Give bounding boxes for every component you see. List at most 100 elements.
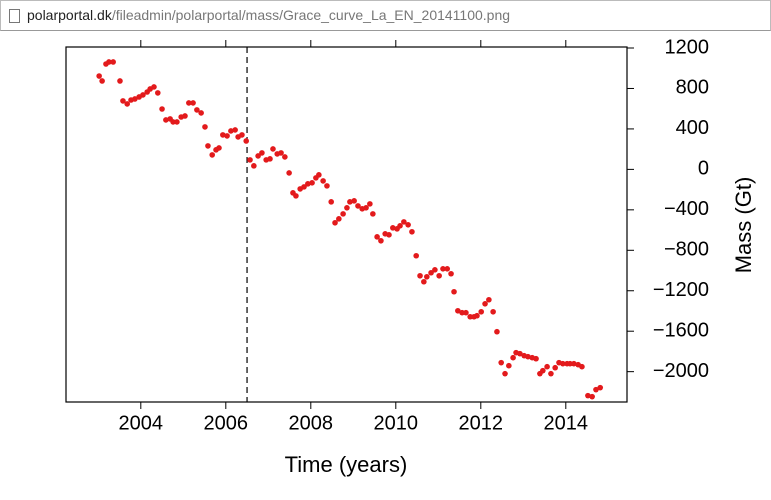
- data-point: [243, 138, 249, 144]
- data-point: [340, 211, 346, 217]
- data-point: [486, 296, 492, 303]
- x-tick-label: 2008: [289, 412, 334, 434]
- data-point: [363, 205, 369, 211]
- address-bar[interactable]: polarportal.dk/fileadmin/polarportal/mas…: [0, 0, 771, 31]
- data-point: [140, 92, 146, 98]
- data-point: [232, 127, 238, 133]
- data-point: [478, 308, 485, 315]
- data-point: [316, 172, 322, 178]
- data-point: [571, 360, 577, 367]
- data-point: [324, 183, 330, 189]
- data-point: [270, 146, 276, 152]
- data-point: [560, 360, 566, 367]
- plot-frame: [65, 46, 628, 403]
- data-point: [401, 219, 407, 225]
- data-point: [386, 232, 392, 238]
- x-tick-label: 2012: [459, 412, 504, 434]
- y-tick-label: −800: [664, 239, 709, 261]
- data-point: [159, 106, 165, 112]
- y-tick-label: 1200: [665, 36, 710, 58]
- url-path: /fileadmin/polarportal/mass/Grace_curve_…: [111, 7, 511, 23]
- data-point: [247, 157, 253, 163]
- data-point: [448, 270, 454, 277]
- data-point: [440, 265, 446, 272]
- data-point: [259, 150, 265, 156]
- data-point: [336, 216, 342, 222]
- page-icon: [9, 9, 20, 23]
- data-point: [413, 252, 420, 259]
- url: polarportal.dk/fileadmin/polarportal/mas…: [27, 1, 510, 30]
- data-point: [224, 133, 230, 139]
- data-point: [540, 367, 546, 374]
- data-point: [120, 98, 126, 104]
- data-point: [589, 393, 595, 400]
- data-point: [474, 312, 480, 319]
- data-point: [305, 181, 311, 187]
- data-point: [205, 143, 211, 149]
- data-point: [444, 265, 451, 272]
- data-point: [432, 267, 438, 273]
- y-tick-label: −1200: [653, 279, 709, 301]
- y-tick-label: 0: [698, 158, 709, 180]
- data-point: [163, 117, 169, 123]
- data-point: [579, 363, 585, 370]
- data-point: [544, 363, 550, 370]
- data-point: [533, 355, 539, 362]
- data-point: [355, 203, 361, 209]
- data-point: [552, 364, 558, 371]
- url-host: polarportal.dk: [27, 7, 112, 23]
- data-point: [194, 107, 200, 113]
- data-point: [597, 384, 604, 391]
- y-tick-label: 400: [676, 117, 709, 139]
- data-point: [390, 225, 396, 231]
- data-point: [117, 78, 123, 84]
- data-point: [124, 101, 130, 107]
- data-point: [593, 386, 599, 393]
- data-point: [251, 163, 257, 169]
- data-point: [278, 150, 284, 156]
- data-point: [467, 313, 473, 320]
- data-point: [170, 119, 176, 125]
- data-point: [510, 354, 516, 361]
- data-point: [286, 170, 292, 176]
- x-tick-label: 2006: [204, 412, 249, 434]
- data-point: [370, 211, 376, 217]
- data-point: [132, 96, 138, 102]
- y-axis-label: Mass (Gt): [731, 177, 756, 274]
- x-axis-label: Time (years): [285, 452, 408, 477]
- data-point: [110, 59, 116, 65]
- data-point: [347, 199, 353, 205]
- data-point: [96, 73, 102, 79]
- data-point: [417, 272, 423, 279]
- data-point: [228, 128, 234, 134]
- y-tick-label: −2000: [653, 360, 709, 382]
- data-point: [220, 132, 226, 138]
- x-tick-label: 2014: [544, 412, 589, 434]
- data-point: [332, 219, 338, 226]
- data-point: [320, 178, 326, 184]
- data-point: [198, 110, 204, 116]
- data-point: [255, 153, 261, 159]
- data-point: [99, 78, 105, 84]
- data-point: [155, 90, 161, 96]
- data-point: [451, 288, 457, 295]
- data-point: [309, 180, 315, 186]
- data-point: [239, 132, 245, 138]
- data-point: [494, 328, 500, 335]
- y-tick-label: −1600: [653, 319, 709, 341]
- data-point: [490, 308, 496, 315]
- data-point: [567, 360, 573, 367]
- data-point: [344, 205, 350, 211]
- data-point: [202, 124, 208, 130]
- data-point: [367, 201, 373, 207]
- data-point: [436, 272, 442, 279]
- data-point: [517, 350, 523, 357]
- data-point: [405, 222, 411, 228]
- data-point: [424, 273, 430, 280]
- data-point: [378, 237, 384, 244]
- chart: Time (years) Mass (Gt) 2004 2006 2008 2010 2…: [65, 36, 756, 477]
- data-point: [267, 156, 273, 162]
- data-point: [209, 152, 215, 158]
- data-point: [182, 113, 188, 119]
- y-tick-label: −400: [664, 198, 709, 220]
